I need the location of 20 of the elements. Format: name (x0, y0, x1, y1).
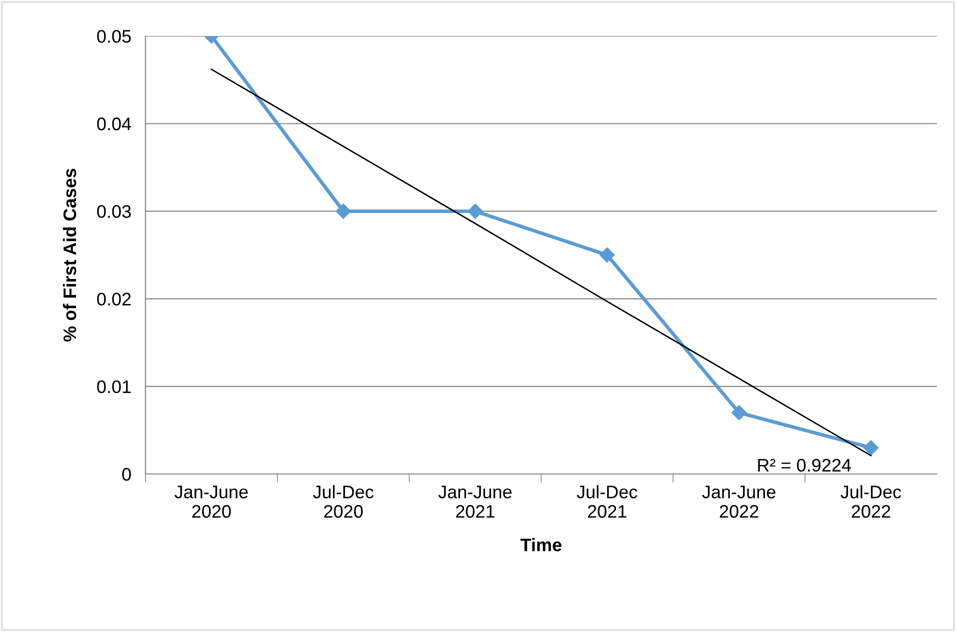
y-tick-label: 0.05 (97, 30, 131, 43)
x-tick-label: Jul-Dec 2020 (313, 485, 374, 518)
x-tick-label: Jan-June 2022 (702, 486, 776, 518)
y-tick-label: 0 (122, 468, 131, 481)
point (468, 204, 483, 219)
point (600, 247, 615, 263)
y-tick-label: 0.04 (97, 118, 132, 130)
x-tick-label: Jul-Dec 2021 (576, 485, 638, 518)
y-axis-title: % of First Aid Cases (62, 168, 76, 342)
point (731, 405, 747, 420)
point (863, 440, 879, 456)
point (336, 204, 351, 219)
annotation: R² = 0.9224 (758, 458, 851, 472)
y-tick-label: 0.02 (97, 292, 131, 306)
x-tick-label: Jan-June 2021 (438, 486, 512, 518)
y-tick-label: 0.01 (97, 380, 131, 394)
x-tick-label: Jul-Dec 2022 (840, 485, 902, 518)
x-axis-title: Time (520, 538, 562, 552)
y-tick-label: 0.03 (97, 205, 131, 218)
x-tick-label: Jan-June 2020 (174, 486, 248, 518)
